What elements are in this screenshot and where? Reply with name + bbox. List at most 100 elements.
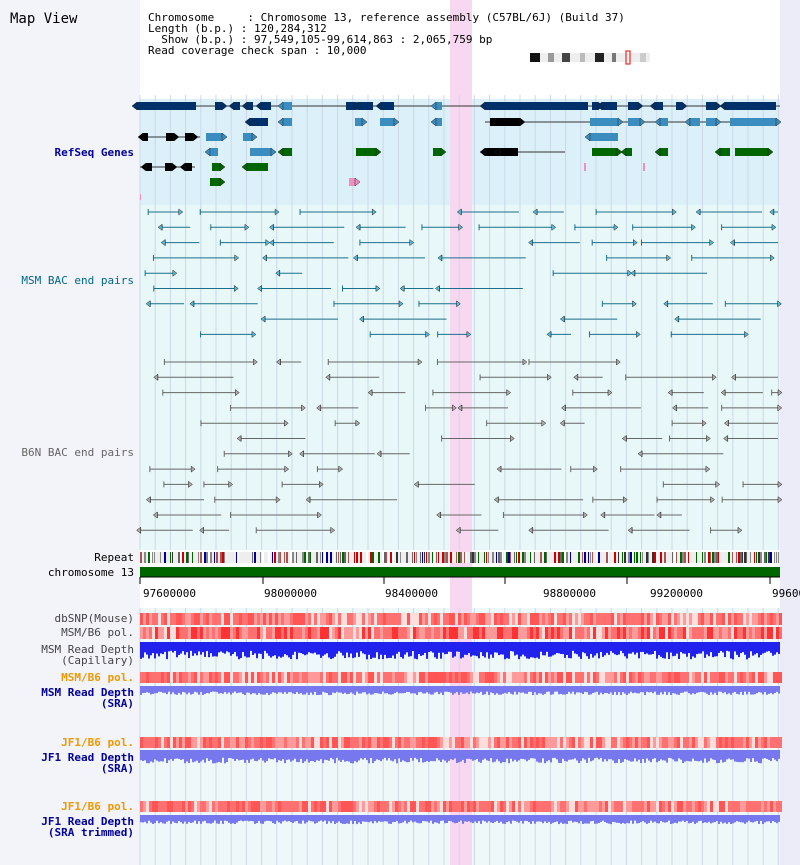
msm-pol-heat <box>506 627 509 639</box>
jf1-pol-heat-2 <box>644 801 647 812</box>
label-jf1-depth-1[interactable]: JF1 Read Depth (SRA) <box>41 752 134 774</box>
label-repeat[interactable]: Repeat <box>94 551 134 564</box>
msm-depth-capillary-bar <box>508 642 510 659</box>
jf1-depth-trimmed-bar <box>442 815 444 821</box>
jf1-pol-heat-2 <box>605 801 608 812</box>
jf1-pol-heat-1 <box>569 737 572 748</box>
msm-depth-sra-bar <box>416 686 418 695</box>
repeat-element <box>182 552 184 563</box>
jf1-depth-trimmed-bar <box>740 815 742 823</box>
jf1-depth-sra-bar <box>322 750 324 764</box>
label-msm-pol-sra[interactable]: MSM/B6 pol. <box>61 671 134 684</box>
dbsnp-heat <box>632 613 635 625</box>
label-dbsnp[interactable]: dbSNP(Mouse) <box>54 612 134 625</box>
msm-depth-capillary-bar <box>466 642 468 655</box>
msm-bac-pair-end <box>234 254 240 262</box>
jf1-depth-trimmed-bar <box>768 815 770 822</box>
jf1-depth-trimmed-bar <box>156 815 158 821</box>
jf1-depth-sra-bar <box>342 750 344 760</box>
msm-depth-sra-bar <box>432 686 434 695</box>
label-jf1-depth-2[interactable]: JF1 Read Depth (SRA trimmed) <box>41 816 134 838</box>
msm-depth-capillary-bar <box>418 642 420 655</box>
msm-depth-capillary-bar <box>680 642 682 653</box>
jf1-depth-sra-bar <box>644 750 646 763</box>
label-jf1-pol-2[interactable]: JF1/B6 pol. <box>61 800 134 813</box>
msm-depth-sra-bar <box>314 686 316 692</box>
jf1-pol-heat-1 <box>584 737 587 748</box>
msm-pol-sra-heat <box>302 672 305 683</box>
msm-depth-capillary-bar <box>376 642 378 653</box>
msm-depth-sra-bar <box>674 686 676 694</box>
msm-depth-sra-bar <box>458 686 460 695</box>
msm-depth-capillary-bar <box>564 642 566 658</box>
label-msm-bac[interactable]: MSM BAC end pairs <box>21 274 134 287</box>
msm-pol-heat <box>563 627 566 639</box>
dbsnp-heat <box>272 613 275 625</box>
msm-pol-heat <box>605 627 608 639</box>
repeat-element <box>614 552 616 563</box>
msm-depth-capillary-bar <box>452 642 454 658</box>
jf1-pol-heat-1 <box>674 737 677 748</box>
gene-strand-arrow <box>714 147 721 157</box>
msm-bac-pair-end <box>559 315 565 323</box>
label-jf1-pol-1[interactable]: JF1/B6 pol. <box>61 736 134 749</box>
msm-pol-sra-heat <box>404 672 407 683</box>
jf1-depth-trimmed-bar <box>598 815 600 823</box>
jf1-pol-heat-1 <box>701 737 704 748</box>
jf1-pol-heat-2 <box>431 801 434 812</box>
jf1-depth-trimmed-bar <box>698 815 700 822</box>
msm-pol-heat <box>578 627 581 639</box>
repeat-element <box>760 552 762 563</box>
gene-strand-arrow <box>584 132 591 142</box>
repeat-element <box>558 552 560 563</box>
jf1-pol-heat-1 <box>290 737 293 748</box>
msm-pol-heat <box>650 627 653 639</box>
msm-depth-capillary-bar <box>676 642 678 654</box>
gene-exon <box>250 148 271 156</box>
jf1-depth-sra-bar <box>680 750 682 760</box>
jf1-pol-heat-1 <box>719 737 722 748</box>
repeat-element <box>770 552 772 563</box>
dbsnp-heat <box>521 613 524 625</box>
msm-pol-sra-heat <box>614 672 617 683</box>
b6n-bac-pair-end <box>228 480 234 488</box>
msm-depth-sra-bar <box>594 686 596 693</box>
label-msm-depth-sra[interactable]: MSM Read Depth (SRA) <box>41 687 134 709</box>
label-msm-pol[interactable]: MSM/B6 pol. <box>61 626 134 639</box>
msm-depth-sra-bar <box>224 686 226 693</box>
jf1-pol-heat-2 <box>449 801 452 812</box>
msm-depth-sra-bar <box>434 686 436 693</box>
jf1-depth-sra-bar <box>746 750 748 759</box>
msm-depth-capillary-bar <box>218 642 220 653</box>
msm-pol-heat <box>464 627 467 639</box>
jf1-pol-heat-1 <box>167 737 170 748</box>
msm-bac-pair-end <box>437 254 443 262</box>
msm-depth-capillary-bar <box>252 642 254 655</box>
jf1-depth-trimmed-bar <box>484 815 486 822</box>
msm-depth-capillary-bar <box>594 642 596 656</box>
dbsnp-heat <box>473 613 476 625</box>
msm-depth-sra-bar <box>660 686 662 693</box>
label-msm-depth-capillary[interactable]: MSM Read Depth (Capillary) <box>41 644 134 666</box>
label-refseq[interactable]: RefSeq Genes <box>54 146 134 159</box>
jf1-pol-heat-2 <box>221 801 224 812</box>
jf1-pol-heat-1 <box>431 737 434 748</box>
dbsnp-heat <box>311 613 314 625</box>
gene-exon <box>283 102 292 110</box>
label-b6n-bac[interactable]: B6N BAC end pairs <box>21 446 134 459</box>
jf1-pol-heat-2 <box>725 801 728 812</box>
jf1-pol-heat-1 <box>287 737 290 748</box>
msm-depth-capillary-bar <box>288 642 290 658</box>
jf1-pol-heat-2 <box>554 801 557 812</box>
msm-bac-pair-end <box>636 330 641 338</box>
jf1-pol-heat-1 <box>353 737 356 748</box>
dbsnp-heat <box>422 613 425 625</box>
repeat-element <box>674 552 676 563</box>
msm-pol-heat <box>209 627 212 639</box>
msm-depth-capillary-bar <box>480 642 482 653</box>
msm-depth-sra-bar <box>486 686 488 692</box>
repeat-element <box>336 552 337 563</box>
jf1-depth-trimmed-bar <box>742 815 744 823</box>
msm-depth-sra-bar <box>408 686 410 692</box>
